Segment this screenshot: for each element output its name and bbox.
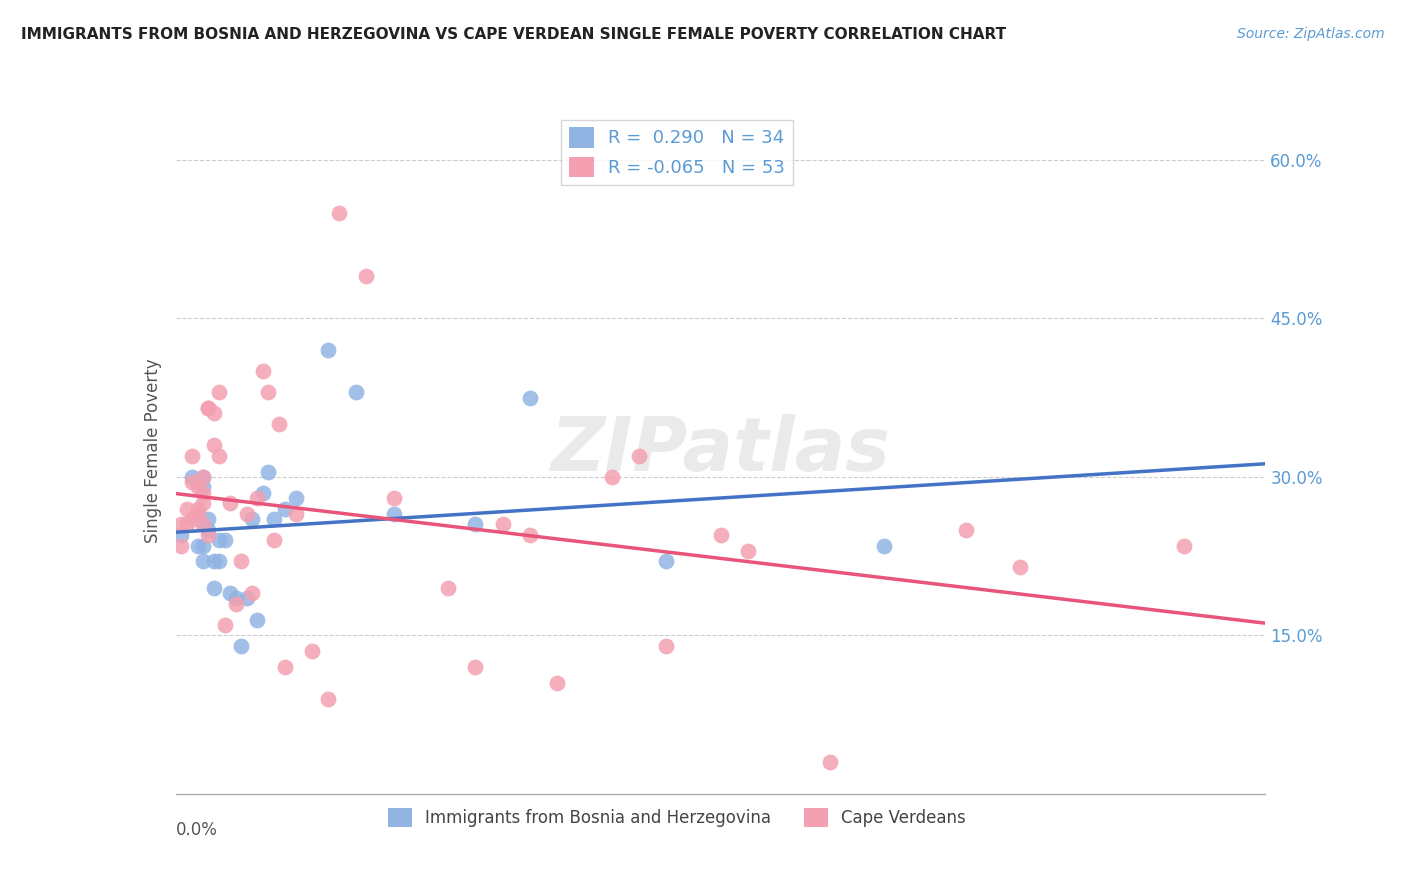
Point bbox=[208, 385, 231, 400]
Point bbox=[214, 533, 236, 548]
Point bbox=[191, 480, 214, 494]
Point bbox=[344, 385, 367, 400]
Point bbox=[186, 507, 209, 521]
Point bbox=[208, 554, 231, 568]
Point bbox=[235, 507, 257, 521]
Point bbox=[191, 517, 214, 532]
Point bbox=[202, 407, 225, 421]
Text: IMMIGRANTS FROM BOSNIA AND HERZEGOVINA VS CAPE VERDEAN SINGLE FEMALE POVERTY COR: IMMIGRANTS FROM BOSNIA AND HERZEGOVINA V… bbox=[21, 27, 1007, 42]
Point bbox=[181, 512, 204, 526]
Point bbox=[519, 528, 541, 542]
Point bbox=[186, 539, 209, 553]
Text: ZIPatlas: ZIPatlas bbox=[551, 414, 890, 487]
Point bbox=[181, 449, 204, 463]
Point bbox=[246, 491, 269, 505]
Point bbox=[208, 533, 231, 548]
Point bbox=[274, 660, 297, 674]
Point bbox=[202, 554, 225, 568]
Point bbox=[191, 517, 214, 532]
Point bbox=[240, 586, 263, 600]
Point bbox=[191, 485, 214, 500]
Point bbox=[600, 470, 623, 484]
Point bbox=[318, 343, 340, 357]
Point bbox=[176, 501, 198, 516]
Point bbox=[170, 517, 193, 532]
Point bbox=[186, 507, 209, 521]
Point bbox=[492, 517, 515, 532]
Point bbox=[257, 465, 280, 479]
Point bbox=[328, 205, 350, 219]
Point bbox=[382, 491, 405, 505]
Point bbox=[186, 480, 209, 494]
Point bbox=[176, 517, 198, 532]
Point bbox=[197, 401, 219, 416]
Point bbox=[219, 496, 242, 510]
Point bbox=[519, 391, 541, 405]
Point bbox=[737, 544, 759, 558]
Point bbox=[235, 591, 257, 606]
Point bbox=[263, 512, 285, 526]
Point bbox=[191, 470, 214, 484]
Point bbox=[274, 501, 297, 516]
Point bbox=[818, 755, 841, 769]
Point bbox=[202, 581, 225, 595]
Point bbox=[191, 496, 214, 510]
Point bbox=[225, 597, 247, 611]
Point bbox=[269, 417, 291, 431]
Point bbox=[197, 512, 219, 526]
Point bbox=[181, 470, 204, 484]
Point bbox=[197, 523, 219, 537]
Point bbox=[181, 475, 204, 490]
Point bbox=[225, 591, 247, 606]
Point bbox=[873, 539, 896, 553]
Point bbox=[710, 528, 733, 542]
Point bbox=[318, 691, 340, 706]
Point bbox=[191, 470, 214, 484]
Text: Source: ZipAtlas.com: Source: ZipAtlas.com bbox=[1237, 27, 1385, 41]
Point bbox=[219, 586, 242, 600]
Point bbox=[284, 491, 307, 505]
Legend: Immigrants from Bosnia and Herzegovina, Cape Verdeans: Immigrants from Bosnia and Herzegovina, … bbox=[381, 801, 973, 834]
Text: 0.0%: 0.0% bbox=[176, 822, 218, 839]
Point bbox=[191, 539, 214, 553]
Point bbox=[382, 507, 405, 521]
Point bbox=[546, 676, 568, 690]
Point bbox=[191, 554, 214, 568]
Point bbox=[252, 364, 274, 378]
Point bbox=[263, 533, 285, 548]
Point bbox=[955, 523, 977, 537]
Point bbox=[240, 512, 263, 526]
Point bbox=[170, 528, 193, 542]
Point bbox=[231, 554, 253, 568]
Point bbox=[186, 501, 209, 516]
Point bbox=[208, 449, 231, 463]
Point bbox=[252, 485, 274, 500]
Point bbox=[464, 660, 486, 674]
Point bbox=[197, 528, 219, 542]
Point bbox=[231, 639, 253, 653]
Point bbox=[301, 644, 323, 658]
Point bbox=[246, 613, 269, 627]
Point bbox=[1173, 539, 1195, 553]
Point bbox=[655, 554, 678, 568]
Point bbox=[257, 385, 280, 400]
Point bbox=[464, 517, 486, 532]
Y-axis label: Single Female Poverty: Single Female Poverty bbox=[143, 359, 162, 542]
Point bbox=[214, 617, 236, 632]
Point bbox=[170, 539, 193, 553]
Point bbox=[197, 401, 219, 416]
Point bbox=[284, 507, 307, 521]
Point bbox=[655, 639, 678, 653]
Point bbox=[627, 449, 650, 463]
Point bbox=[202, 438, 225, 452]
Point bbox=[437, 581, 460, 595]
Point bbox=[1010, 559, 1032, 574]
Point bbox=[356, 269, 378, 284]
